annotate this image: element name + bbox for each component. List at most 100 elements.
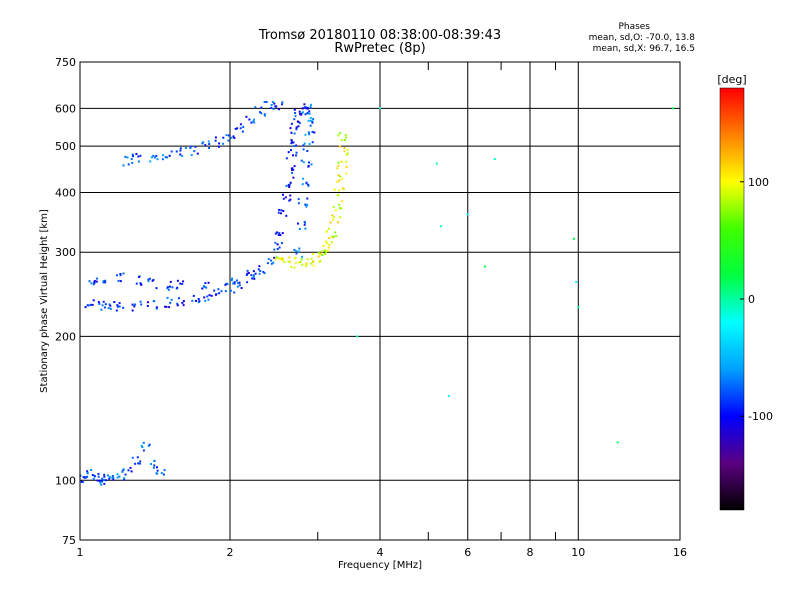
data-point [333, 188, 336, 191]
data-point [182, 280, 185, 283]
data-point [161, 158, 164, 161]
data-point [337, 161, 340, 164]
data-point [225, 282, 228, 285]
data-point [260, 112, 263, 115]
colorbar-tick-label: 100 [748, 176, 769, 189]
data-point [179, 153, 182, 156]
data-point [288, 199, 291, 202]
data-point [111, 476, 114, 479]
data-point [266, 262, 269, 265]
data-point [233, 291, 236, 294]
data-point [293, 145, 296, 147]
x-tick-label: 16 [673, 546, 687, 559]
data-point [93, 280, 96, 282]
data-point [198, 300, 201, 303]
data-point [108, 303, 111, 306]
data-point [254, 272, 257, 275]
data-point [435, 162, 438, 165]
data-point [147, 444, 150, 447]
data-point [111, 475, 114, 477]
data-point [298, 261, 300, 264]
colorbar-ticks: 100 0 -100 [740, 176, 773, 423]
data-point [292, 176, 295, 179]
data-point [97, 301, 100, 304]
data-point [325, 230, 328, 233]
data-point [175, 150, 178, 153]
data-point [251, 277, 254, 280]
data-point [310, 257, 313, 260]
x-tick-label: 10 [571, 546, 585, 559]
data-point [293, 266, 296, 269]
data-point [116, 473, 119, 476]
data-point [162, 154, 165, 157]
data-point [131, 309, 134, 312]
data-point [337, 164, 340, 167]
data-point [201, 142, 204, 145]
data-point [119, 274, 122, 277]
data-point [289, 194, 292, 197]
phases-x-stats: mean, sd,X: 96.7, 16.5 [592, 44, 695, 54]
data-point [328, 237, 331, 240]
data-point [84, 476, 87, 478]
data-point [308, 143, 311, 145]
data-point [147, 278, 150, 281]
data-point [152, 300, 155, 303]
data-point [577, 306, 580, 309]
data-point [252, 270, 255, 273]
data-point [166, 296, 169, 299]
data-point [282, 197, 285, 200]
data-point [304, 227, 307, 230]
data-point [103, 475, 106, 478]
data-point [294, 115, 297, 118]
data-point [118, 302, 121, 305]
data-point [297, 198, 300, 201]
data-point [324, 252, 326, 255]
data-point [285, 184, 288, 187]
data-point [109, 307, 112, 310]
x-tick-label: 8 [527, 546, 534, 559]
data-point [292, 168, 295, 171]
data-point [204, 282, 207, 285]
data-point [297, 222, 299, 225]
data-point [155, 154, 158, 157]
data-point [86, 475, 89, 478]
data-point [214, 139, 217, 142]
data-point [155, 287, 158, 290]
data-point [101, 304, 104, 307]
data-point [279, 234, 282, 237]
data-point [290, 142, 293, 145]
data-point [293, 132, 296, 135]
data-point [181, 155, 184, 158]
data-point [122, 164, 125, 167]
data-point [281, 101, 284, 104]
data-point [153, 459, 156, 462]
data-point [179, 282, 182, 285]
data-point [139, 154, 142, 157]
data-point [104, 279, 107, 282]
data-point [325, 242, 328, 245]
data-point [214, 136, 217, 139]
data-point [146, 301, 149, 304]
data-point [295, 128, 298, 131]
data-point [101, 477, 104, 480]
data-point [295, 250, 298, 253]
data-point [91, 474, 94, 476]
data-point [327, 227, 330, 230]
data-point [337, 174, 340, 177]
data-point [298, 247, 301, 250]
y-axis-label: Stationary phase Virtual Height [km] [39, 209, 50, 393]
data-point [309, 117, 312, 120]
data-point [99, 481, 102, 484]
data-point [334, 231, 337, 234]
data-point [91, 303, 94, 306]
data-point [310, 103, 312, 106]
data-point [108, 477, 111, 480]
data-point [253, 121, 256, 124]
data-point [293, 257, 296, 260]
data-point [208, 294, 211, 297]
data-point [277, 211, 280, 214]
data-point [147, 280, 150, 283]
data-point [184, 147, 187, 149]
y-tick-label: 600 [55, 102, 76, 115]
data-point [278, 208, 281, 211]
